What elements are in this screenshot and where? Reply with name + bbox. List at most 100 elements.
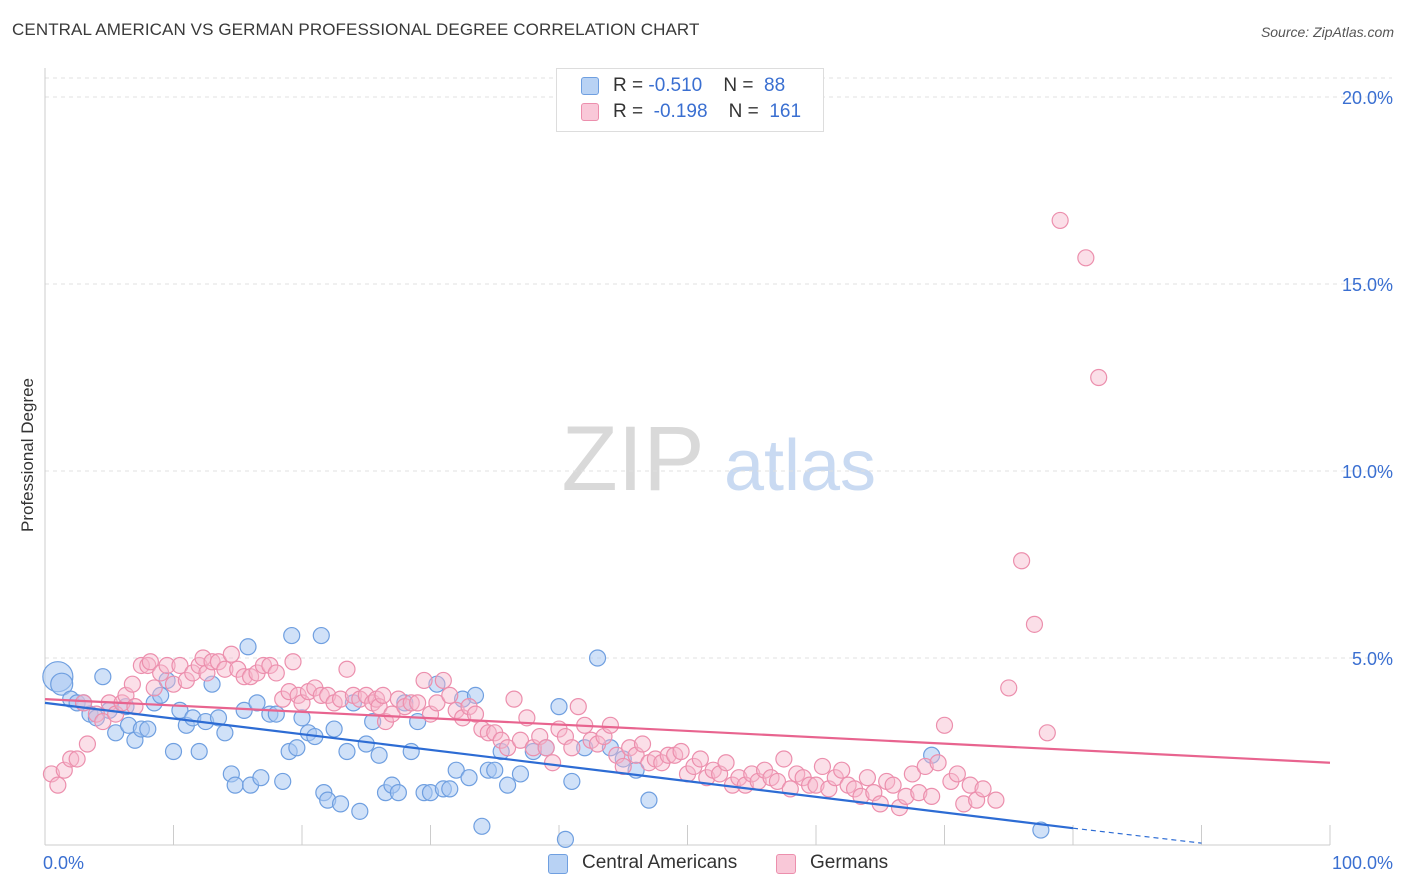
y-tick-label: 15.0% (1342, 275, 1393, 295)
data-point-german (1051, 211, 1069, 230)
data-point-german (768, 772, 787, 791)
legend-label: Central Americans (582, 852, 738, 873)
stats-legend: R = -0.510 N = 88 R = -0.198 N = 161 (556, 68, 824, 132)
data-point-german (1038, 724, 1056, 742)
data-point-german (123, 675, 141, 693)
data-point-german (672, 742, 690, 761)
data-point-central-american (473, 817, 491, 835)
trend-line-germans (44, 698, 1331, 764)
data-point-central-american (338, 742, 356, 761)
data-point-central-american (511, 765, 530, 783)
y-tick-label: 5.0% (1352, 649, 1393, 669)
data-point-central-american (447, 761, 465, 779)
data-point-central-american (351, 802, 369, 820)
tick-labels: 5.0% 10.0% 15.0% 20.0% 0.0% 100.0% (43, 88, 1393, 873)
data-point-central-american (203, 675, 221, 693)
data-point-central-american (267, 705, 285, 723)
data-point-german (852, 787, 870, 805)
blue-swatch (548, 854, 568, 874)
data-point-central-american (640, 791, 658, 809)
legend-n-value: 161 (769, 101, 802, 122)
data-point-central-american (1032, 821, 1050, 839)
data-point-german (280, 683, 298, 701)
data-point-central-american (486, 761, 504, 779)
data-point-central-american (288, 739, 306, 757)
data-point-central-american (357, 735, 375, 753)
data-point-german (374, 686, 392, 705)
data-point-german (62, 750, 80, 768)
data-point-german (158, 656, 176, 675)
chart-title: CENTRAL AMERICAN VS GERMAN PROFESSIONAL … (12, 20, 700, 39)
data-point-german (537, 739, 555, 757)
source-credit: Source: ZipAtlas.com (1260, 24, 1394, 40)
data-point-german (434, 671, 452, 690)
data-point-german (94, 712, 112, 731)
data-point-german (987, 791, 1005, 809)
data-point-german (441, 686, 459, 705)
y-tick-label: 10.0% (1342, 462, 1393, 482)
data-point-central-american (331, 795, 350, 813)
data-point-german (1025, 615, 1044, 633)
data-point-german (601, 716, 620, 734)
data-point-german (543, 754, 562, 772)
data-point-german (198, 664, 216, 682)
data-point-central-american (216, 724, 234, 742)
germans-points (42, 211, 1108, 817)
data-point-german (409, 694, 427, 712)
grid-lines (45, 77, 1392, 659)
data-point-german (916, 757, 934, 776)
data-point-german (929, 754, 947, 772)
data-point-central-american (283, 626, 301, 645)
data-point-central-american (460, 769, 478, 787)
watermark-atlas: atlas (724, 426, 876, 506)
data-point-central-american (563, 772, 581, 791)
data-point-central-american (107, 724, 125, 742)
data-point-central-american (325, 720, 343, 738)
data-point-german (267, 664, 285, 682)
legend-label: Germans (810, 852, 889, 873)
data-point-central-american (556, 830, 575, 848)
data-point-german (511, 731, 530, 749)
data-point-central-american (499, 776, 517, 794)
data-point-german (415, 671, 433, 690)
data-point-german (563, 739, 581, 757)
data-point-german (141, 653, 159, 671)
data-point-german (171, 656, 189, 675)
data-point-german (1077, 249, 1095, 267)
x-tick-label: 0.0% (43, 853, 84, 873)
data-point-german (479, 724, 497, 742)
data-point-central-american (550, 698, 568, 716)
data-point-central-american (164, 742, 183, 761)
data-point-central-american (50, 672, 74, 696)
trend-line-central-americans (44, 701, 1074, 830)
data-point-central-american (389, 784, 407, 802)
data-point-german (312, 686, 330, 705)
data-point-german (807, 776, 825, 794)
data-point-central-american (370, 746, 388, 764)
data-point-german (717, 754, 735, 772)
data-point-german (68, 750, 86, 768)
data-point-german (383, 705, 401, 723)
data-point-german (49, 776, 67, 794)
trend-extension-central-americans (1072, 827, 1202, 844)
data-point-german (203, 653, 221, 671)
y-tick-label: 20.0% (1342, 88, 1393, 108)
data-point-central-american (364, 712, 382, 731)
data-point-german (897, 787, 915, 805)
data-point-central-american (139, 720, 157, 738)
data-point-central-american (293, 709, 311, 727)
data-point-german (569, 698, 587, 716)
data-point-german (145, 679, 163, 697)
data-point-german (164, 675, 183, 693)
zipatlas-watermark: ZIP atlas (561, 408, 876, 510)
pink-swatch (581, 103, 599, 121)
blue-swatch (581, 77, 599, 95)
data-point-central-american (248, 694, 266, 712)
x-tick-label: 100.0% (1332, 853, 1393, 873)
data-point-central-american (239, 638, 257, 656)
data-point-german (935, 716, 954, 734)
data-point-central-american (441, 780, 459, 798)
data-point-german (284, 653, 302, 671)
data-point-german (691, 750, 709, 768)
